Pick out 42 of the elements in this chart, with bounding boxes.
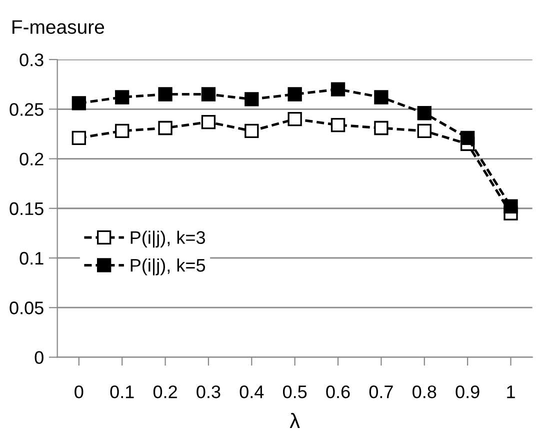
x-tick-label: 0.1 <box>110 385 134 398</box>
point <box>504 199 518 214</box>
point <box>115 124 130 138</box>
point <box>158 120 172 136</box>
point <box>330 118 346 132</box>
x-tick-label: 0 <box>74 385 84 398</box>
y-tick-label: 0.25 <box>10 103 44 116</box>
point <box>288 112 302 126</box>
x-tick-label: 0.5 <box>282 385 307 398</box>
y-tick-label: 0 <box>34 351 44 364</box>
point <box>417 124 432 138</box>
point <box>288 87 302 102</box>
x-axis-title: λ <box>290 412 300 428</box>
point <box>374 120 388 136</box>
point <box>201 114 216 130</box>
point <box>72 96 86 110</box>
y-tick-label: 0.1 <box>20 252 44 265</box>
legend-label: P(i|j), k=5 <box>130 258 206 276</box>
x-tick-label: 0.7 <box>369 385 393 398</box>
point <box>115 90 130 104</box>
point <box>460 130 475 146</box>
y-tick-label: 0.15 <box>10 202 44 216</box>
y-tick-label: 0.3 <box>20 53 44 66</box>
point <box>72 130 86 146</box>
point <box>244 92 259 106</box>
x-tick-label: 0.6 <box>326 385 350 398</box>
point <box>330 82 346 96</box>
x-tick-label: 0.9 <box>456 385 480 398</box>
point <box>244 124 259 138</box>
x-tick-label: 0.8 <box>412 385 436 398</box>
x-tick-label: 0.3 <box>196 385 220 398</box>
x-tick-label: 0.2 <box>153 385 177 398</box>
x-tick-label: 0.4 <box>240 385 264 398</box>
point <box>201 87 216 102</box>
point <box>417 106 432 120</box>
y-axis-title: F-measure <box>12 20 104 34</box>
point <box>374 90 388 104</box>
point <box>158 87 172 102</box>
legend-label: P(i|j), k=3 <box>130 230 205 248</box>
y-tick-label: 0.2 <box>20 152 44 166</box>
y-tick-label: 0.05 <box>10 302 44 314</box>
x-tick-label: 1 <box>507 386 515 398</box>
